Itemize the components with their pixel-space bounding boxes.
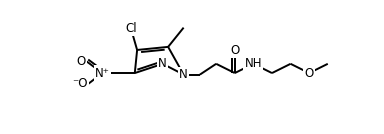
Text: O: O — [77, 55, 86, 68]
Text: NH: NH — [245, 57, 262, 70]
Text: Cl: Cl — [125, 22, 137, 35]
Text: N⁺: N⁺ — [95, 67, 110, 80]
Text: ⁻O: ⁻O — [72, 77, 88, 90]
Text: N: N — [158, 57, 167, 70]
Text: O: O — [305, 67, 314, 80]
Text: O: O — [230, 44, 239, 57]
Text: N: N — [179, 68, 188, 81]
